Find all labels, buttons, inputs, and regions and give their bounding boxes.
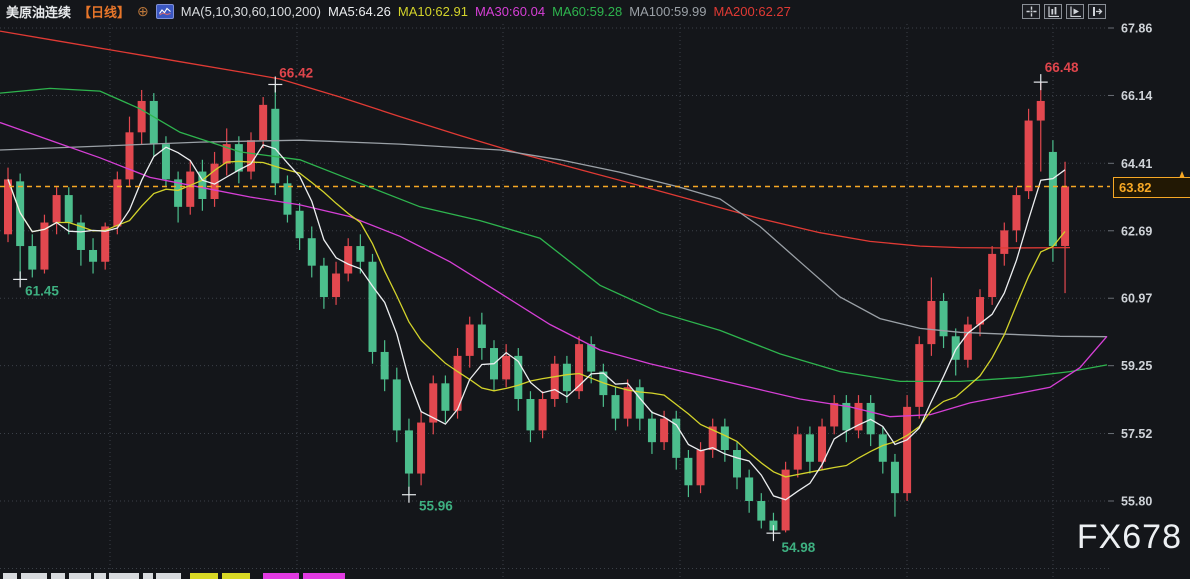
ma30-line <box>0 121 1108 418</box>
add-indicator-icon[interactable]: ⊕ <box>137 2 149 19</box>
y-axis-labels: 67.86 66.14 64.41 62.69 60.97 59.25 57.52 55.80 <box>1108 22 1152 508</box>
ma100-line <box>0 139 1108 338</box>
low-label: 55.96 <box>419 499 453 514</box>
crosshair-tool-button[interactable] <box>1022 3 1040 19</box>
ma60-line <box>0 87 1108 383</box>
ma-function-label: MA(5,10,30,60,100,200) <box>180 3 321 19</box>
zoom-out-icon <box>1069 6 1081 17</box>
ma10-value: MA10:62.91 <box>397 3 468 19</box>
pan-right-button[interactable] <box>1088 3 1106 19</box>
grid-lines <box>0 24 1110 579</box>
price-annotations: 61.45 66.42 55.96 54.98 66.48 <box>13 60 1079 555</box>
ma60-value: MA60:59.28 <box>552 3 623 19</box>
y-tick-label: 60.97 <box>1121 292 1152 306</box>
y-tick-label: 66.14 <box>1121 89 1152 103</box>
y-tick-label: 67.86 <box>1121 22 1152 36</box>
low-label: 61.45 <box>25 283 59 298</box>
ma200-line <box>0 30 1071 249</box>
ma100-value: MA100:59.99 <box>629 3 707 19</box>
crosshair-icon <box>1026 6 1036 16</box>
y-tick-label: 59.25 <box>1121 359 1152 373</box>
ma200-value: MA200:62.27 <box>713 3 791 19</box>
y-tick-label: 62.69 <box>1121 224 1152 238</box>
chart-type-icon[interactable] <box>155 3 174 19</box>
zoom-in-icon <box>1047 6 1059 17</box>
zoom-in-button[interactable] <box>1044 3 1062 19</box>
status-strip <box>3 573 345 579</box>
high-label: 66.42 <box>279 65 313 80</box>
pan-right-icon <box>1092 6 1102 16</box>
y-tick-label: 64.41 <box>1121 157 1152 171</box>
y-tick-label: 57.52 <box>1121 427 1152 441</box>
period-label[interactable]: 【日线】 <box>78 4 131 20</box>
ma30-value: MA30:60.04 <box>474 3 546 19</box>
ma-lines <box>0 30 1108 501</box>
zoom-out-button[interactable] <box>1066 3 1084 19</box>
low-label: 54.98 <box>781 540 815 555</box>
y-tick-label: 55.80 <box>1121 494 1152 508</box>
symbol-name[interactable]: 美原油连续 <box>6 4 72 20</box>
watermark: FX678 <box>1076 518 1182 556</box>
ma10-line <box>7 160 1066 478</box>
chart-header: 美原油连续 【日线】 ⊕ MA(5,10,30,60,100,200) MA5:… <box>0 0 1190 22</box>
current-price-tag: 63.82 <box>1113 177 1190 198</box>
ma5-line <box>7 144 1066 501</box>
candlestick-series <box>4 82 1070 534</box>
high-label: 66.48 <box>1045 60 1079 75</box>
chart-toolbar <box>1022 3 1106 19</box>
ma5-value: MA5:64.26 <box>327 3 391 19</box>
